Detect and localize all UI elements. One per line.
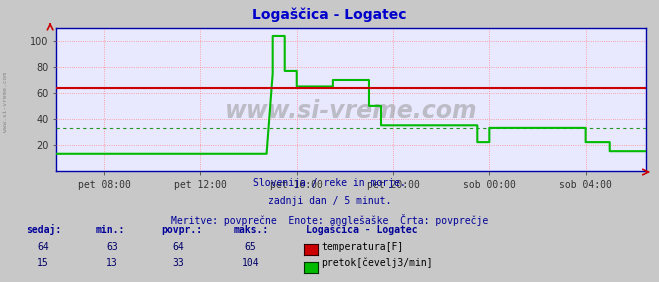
- Text: 64: 64: [37, 242, 49, 252]
- Text: temperatura[F]: temperatura[F]: [322, 242, 404, 252]
- Text: 13: 13: [106, 259, 118, 268]
- Text: 65: 65: [244, 242, 256, 252]
- Text: min.:: min.:: [96, 225, 125, 235]
- Text: 33: 33: [172, 259, 184, 268]
- Text: Slovenija / reke in morje.: Slovenija / reke in morje.: [253, 178, 406, 188]
- Text: zadnji dan / 5 minut.: zadnji dan / 5 minut.: [268, 196, 391, 206]
- Text: Meritve: povprečne  Enote: anglešaške  Črta: povprečje: Meritve: povprečne Enote: anglešaške Črt…: [171, 214, 488, 226]
- Text: Logaščica - Logatec: Logaščica - Logatec: [306, 224, 418, 235]
- Text: Logaščica - Logatec: Logaščica - Logatec: [252, 7, 407, 21]
- Text: www.si-vreme.com: www.si-vreme.com: [3, 72, 8, 131]
- Text: maks.:: maks.:: [234, 225, 269, 235]
- Text: 104: 104: [242, 259, 259, 268]
- Text: www.si-vreme.com: www.si-vreme.com: [225, 99, 477, 123]
- Text: 15: 15: [37, 259, 49, 268]
- Text: povpr.:: povpr.:: [161, 225, 202, 235]
- Text: 64: 64: [172, 242, 184, 252]
- Text: 63: 63: [106, 242, 118, 252]
- Text: sedaj:: sedaj:: [26, 224, 61, 235]
- Text: pretok[čevelj3/min]: pretok[čevelj3/min]: [322, 258, 433, 268]
